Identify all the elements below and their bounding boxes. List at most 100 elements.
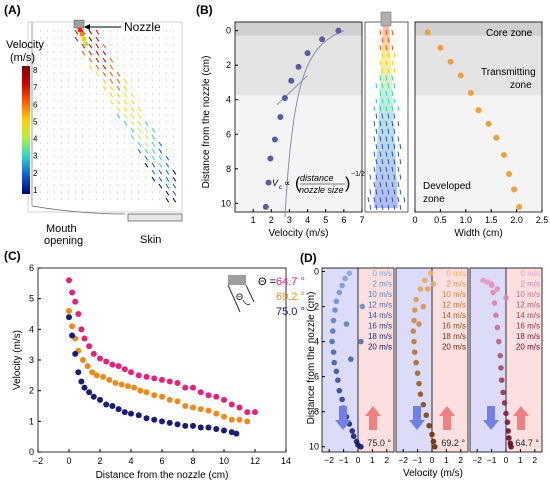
jet-vector <box>385 197 388 203</box>
jet-vector <box>393 143 396 150</box>
velocity-vector <box>39 197 41 201</box>
data-point <box>504 419 511 426</box>
x-axis-label: Width (cm) <box>454 228 502 239</box>
velocity-vector <box>158 92 160 96</box>
x-tick-label: 2.5 <box>536 215 549 225</box>
velocity-vector <box>60 78 62 82</box>
data-point <box>151 375 158 382</box>
speed-legend-label: 14 m/s <box>516 311 540 320</box>
velocity-vector <box>165 78 167 82</box>
velocity-vector <box>130 169 132 173</box>
velocity-vector <box>137 162 139 166</box>
velocity-vector <box>39 57 41 61</box>
data-point <box>75 311 82 317</box>
velocity-vector <box>53 78 55 82</box>
formula-exp: −1/2 <box>351 171 365 178</box>
data-point <box>213 426 220 432</box>
speed-legend-label: 12 m/s <box>516 301 540 310</box>
data-point <box>332 307 338 313</box>
data-point <box>424 29 431 36</box>
data-point <box>174 421 181 428</box>
data-point <box>432 443 438 450</box>
velocity-vector <box>165 197 170 203</box>
velocity-vector <box>172 155 174 159</box>
data-point <box>271 136 278 143</box>
velocity-vector <box>151 127 156 133</box>
data-point <box>420 401 427 408</box>
velocity-vector <box>88 29 93 35</box>
jet-vector <box>399 143 402 150</box>
velocity-vector <box>53 127 55 131</box>
velocity-vector <box>130 120 135 126</box>
velocity-vector <box>130 155 132 159</box>
data-point <box>228 416 235 423</box>
data-point <box>437 44 444 51</box>
velocity-vector <box>60 141 62 145</box>
data-point <box>69 323 76 330</box>
velocity-vector <box>74 78 76 82</box>
data-point <box>304 50 311 57</box>
velocity-vector <box>60 99 62 103</box>
data-point <box>295 63 302 70</box>
data-point <box>411 317 417 324</box>
data-point <box>348 356 354 362</box>
jet-vector <box>379 197 382 203</box>
data-point <box>93 372 100 379</box>
velocity-vector <box>53 99 55 103</box>
velocity-vector <box>109 169 111 173</box>
jet-vector <box>375 159 378 165</box>
velocity-vector <box>158 190 160 194</box>
jet-vector <box>391 166 394 172</box>
speed-legend-label: 14 m/s <box>368 311 392 320</box>
jet-vector <box>397 121 400 127</box>
velocity-vector <box>172 71 174 75</box>
inset-nozzle-body <box>228 275 246 285</box>
velocity-vector <box>165 183 170 189</box>
jet-vector <box>391 90 394 96</box>
velocity-vector <box>95 71 100 77</box>
x-tick-label: −2 <box>324 455 334 465</box>
velocity-vector <box>60 57 62 61</box>
velocity-vector <box>46 50 48 54</box>
x-tick-label: 4 <box>128 456 133 466</box>
velocity-vector <box>74 169 76 173</box>
velocity-vector <box>81 50 86 56</box>
velocity-vector <box>39 183 41 187</box>
velocity-vector <box>144 43 146 47</box>
velocity-vector <box>102 155 104 159</box>
velocity-vector <box>95 190 97 194</box>
velocity-vector <box>172 190 177 196</box>
velocity-vector <box>109 190 111 194</box>
velocity-vector <box>165 57 167 61</box>
jet-vector <box>379 90 382 96</box>
velocity-vector <box>137 57 139 61</box>
data-point <box>484 279 491 285</box>
velocity-vector <box>172 134 174 138</box>
speed-legend-label: 10 m/s <box>368 290 392 299</box>
velocity-vector <box>60 127 62 131</box>
data-point <box>143 373 150 380</box>
velocity-vector <box>102 197 104 201</box>
jet-vector <box>399 189 402 195</box>
velocity-vector <box>46 92 48 96</box>
velocity-vector <box>116 141 118 145</box>
velocity-vector <box>137 106 142 112</box>
velocity-vector <box>102 169 104 173</box>
data-point <box>86 343 93 350</box>
speed-legend-label: 2 m/s <box>446 280 466 289</box>
velocity-vector <box>130 162 132 166</box>
velocity-vector <box>158 113 160 117</box>
legend-entry: 69.2 ° <box>276 291 305 303</box>
panel-d-label: (D) <box>300 251 317 265</box>
jet-vector <box>375 128 378 134</box>
velocity-vector <box>53 183 55 187</box>
velocity-vector <box>67 85 69 89</box>
velocity-vector <box>165 169 170 175</box>
data-point <box>90 393 97 400</box>
velocity-vector <box>137 78 139 82</box>
velocity-vector <box>39 50 41 54</box>
velocity-vector <box>74 106 76 110</box>
data-point <box>66 277 72 284</box>
